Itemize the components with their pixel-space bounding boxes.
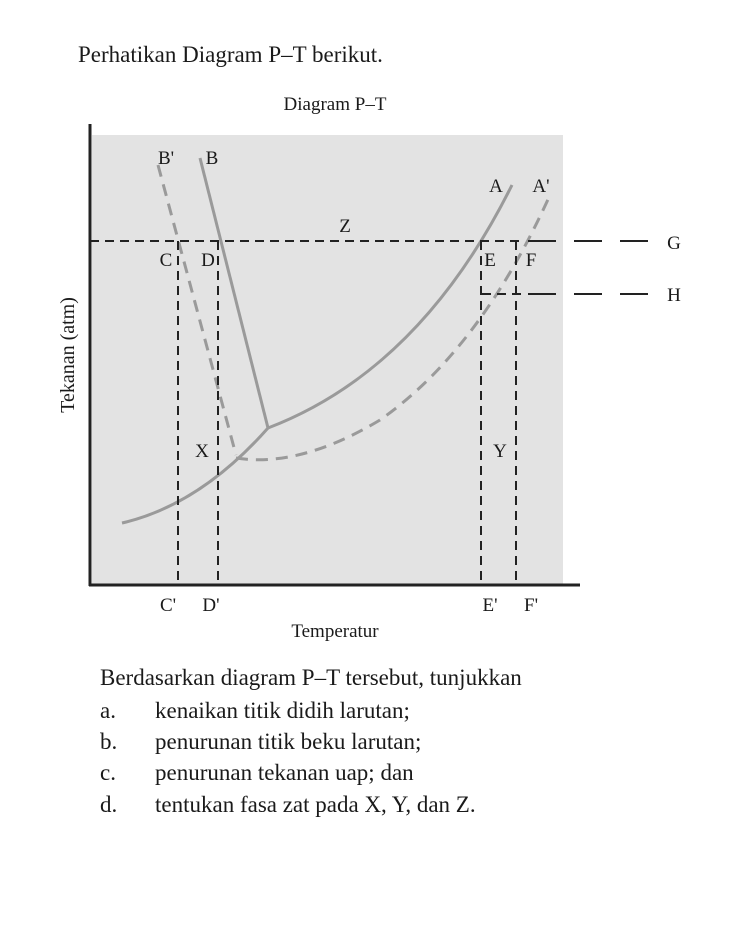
point-label: A	[489, 176, 503, 197]
y-axis-label: Tekanan (atm)	[57, 297, 79, 413]
point-label: X	[195, 441, 209, 462]
point-label: C'	[160, 595, 176, 616]
item-letter: c.	[100, 760, 116, 785]
item-text: tentukan fasa zat pada X, Y, dan Z.	[155, 792, 476, 817]
point-label: F'	[524, 595, 538, 616]
solution-freezing-line	[156, 164, 238, 456]
pt-diagram: Diagram P–T Tekanan (atm) Temperatur B' …	[57, 94, 681, 642]
item-letter: a.	[100, 698, 116, 723]
point-label: C	[160, 250, 173, 271]
solution-curves	[156, 164, 552, 462]
point-label: D'	[202, 595, 219, 616]
point-label: Y	[493, 441, 507, 462]
axes	[88, 124, 580, 587]
point-label: H	[667, 285, 681, 306]
point-label: Z	[339, 216, 351, 237]
point-label: E'	[482, 595, 497, 616]
point-label: A'	[532, 176, 549, 197]
intro: Perhatikan Diagram P–T berikut.	[78, 42, 383, 67]
question-lead: Berdasarkan diagram P–T tersebut, tunjuk…	[100, 665, 522, 690]
point-label: F	[526, 250, 537, 271]
solution-boiling-curve	[235, 194, 552, 462]
point-label: B	[206, 148, 219, 169]
freezing-line	[198, 157, 270, 429]
x-axis-label: Temperatur	[291, 621, 379, 642]
point-label: B'	[158, 148, 174, 169]
solvent-curves	[121, 157, 514, 525]
point-label: G	[667, 233, 681, 254]
guide-lines	[90, 240, 655, 585]
point-label: E	[484, 250, 496, 271]
item-text: penurunan titik beku larutan;	[155, 729, 422, 754]
item-letter: d.	[100, 792, 118, 817]
boiling-curve	[267, 184, 514, 430]
point-label: D	[201, 250, 215, 271]
item-text: penurunan tekanan uap; dan	[155, 760, 414, 785]
item-text: kenaikan titik didih larutan;	[155, 698, 410, 723]
diagram-area	[92, 135, 563, 585]
item-letter: b.	[100, 729, 118, 754]
sublimation-curve	[121, 427, 270, 525]
diagram-title: Diagram P–T	[284, 94, 387, 115]
